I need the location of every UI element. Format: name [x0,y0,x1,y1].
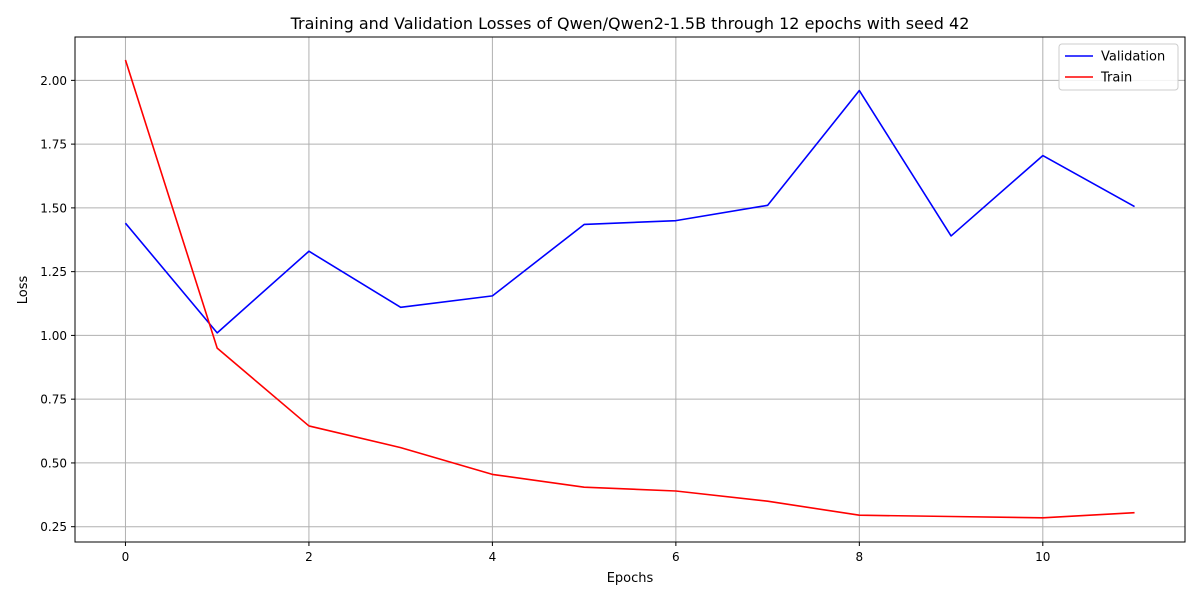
grid-layer [75,37,1185,542]
x-tick-label: 0 [122,550,130,564]
y-tick-label: 1.25 [40,265,67,279]
y-tick-label: 0.75 [40,393,67,407]
chart-title: Training and Validation Losses of Qwen/Q… [290,14,970,33]
legend: Validation Train [1058,43,1179,91]
y-tick-label: 1.50 [40,201,67,215]
y-axis-label: Loss [16,276,31,305]
x-axis-label: Epochs [607,571,654,586]
y-tick-label: 2.00 [40,74,67,88]
x-tick-label: 8 [856,550,864,564]
legend-label: Train [1100,71,1132,86]
series-layer [124,59,1135,519]
legend-label: Validation [1101,50,1165,65]
x-tick-label: 4 [489,550,497,564]
plot-frame [74,36,1186,543]
series-line-validation [124,89,1135,334]
y-tick-label: 0.25 [40,520,67,534]
series-line-train [124,59,1135,519]
y-tick-label: 1.75 [40,138,67,152]
tick-layer: 0 2 4 6 8 10 0.25 0.50 0.75 1.00 1.25 1.50 1.75 2.00 [40,74,1050,564]
x-tick-label: 6 [672,550,680,564]
x-tick-label: 2 [305,550,313,564]
x-tick-label: 10 [1035,550,1050,564]
y-tick-label: 0.50 [40,456,67,470]
y-tick-label: 1.00 [40,329,67,343]
